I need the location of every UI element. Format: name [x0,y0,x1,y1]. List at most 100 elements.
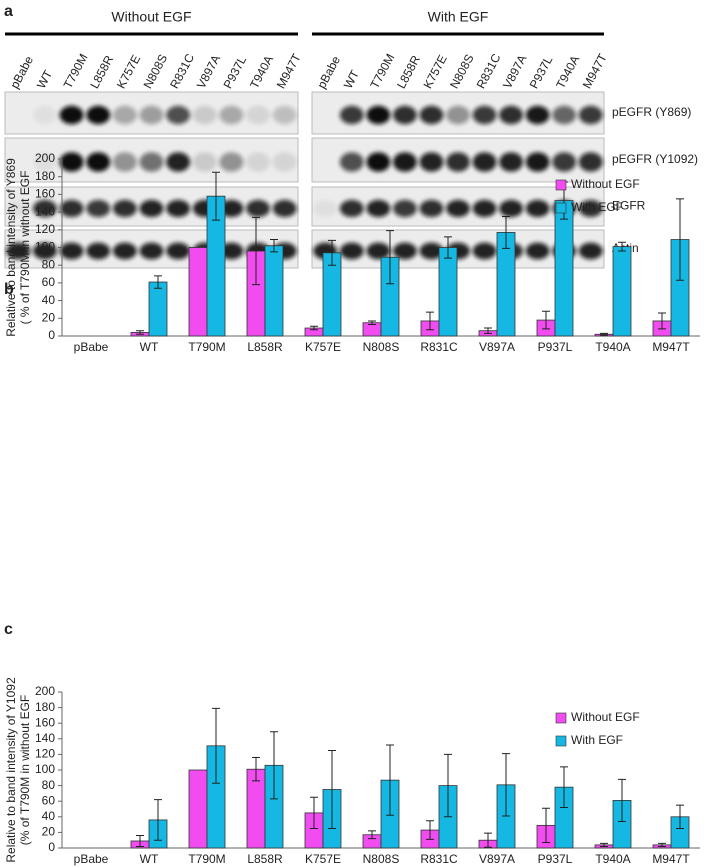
error-bar [212,707,220,784]
band [6,242,31,260]
x-tick-label: pBabe [74,852,109,866]
legend-label: With EGF [571,733,623,747]
band [272,152,297,172]
band [59,152,84,172]
lane-label: N808S [447,52,477,91]
lane-label: V897A [500,53,529,91]
band [86,152,111,172]
error-bar [658,842,666,847]
error-bar [328,239,336,266]
band [392,242,417,260]
y-tick-label: 80 [42,257,56,271]
band [419,105,444,125]
band [86,105,111,125]
lane-label: V897A [194,53,223,91]
band [166,199,191,218]
band [112,242,137,260]
legend-label: With EGF [571,200,623,214]
x-tick-label: R831C [420,852,458,866]
band [446,105,470,125]
error-bar [252,757,260,782]
band [112,199,137,218]
legend-label: Without EGF [571,177,640,191]
band [339,242,364,260]
band [525,199,550,218]
legend-label: Without EGF [571,710,640,724]
error-bar [212,171,220,221]
band [472,152,497,172]
x-tick-label: WT [140,340,159,354]
y-tick-label: 120 [35,747,55,761]
band [499,152,524,172]
y-tick-label: 80 [42,778,56,792]
error-bar [252,216,260,286]
lane-label: T790M [61,51,91,91]
band [313,199,338,218]
y-tick-label: 20 [42,825,56,839]
y-axis-label: (% of T790M in without EGF [18,695,32,846]
y-tick-label: 100 [35,762,55,776]
y-tick-label: 140 [35,731,55,745]
error-bar [618,241,626,252]
band [446,199,470,218]
x-tick-label: T790M [188,340,225,354]
band [366,242,391,260]
x-tick-label: N808S [363,340,400,354]
bar [148,281,168,337]
band [32,152,57,172]
error-bar [136,835,144,847]
band [578,242,603,260]
x-tick-label: P937L [538,340,573,354]
band [192,152,217,172]
legend-swatch [555,179,567,191]
y-tick-label: 140 [35,204,55,218]
lane-label: K757E [421,53,450,91]
error-bar [502,753,510,817]
band [552,152,577,172]
band [499,199,524,218]
x-tick-label: L858R [247,340,283,354]
legend-swatch [555,202,567,214]
lane-label: N808S [141,52,171,91]
y-tick-label: 40 [42,293,56,307]
x-tick-label: L858R [247,852,283,866]
error-bar [600,842,608,847]
band [219,105,244,125]
error-bar [502,216,510,249]
x-tick-label: WT [140,852,159,866]
x-tick-label: pBabe [74,340,109,354]
row-label: pEGFR (Y869) [612,105,691,119]
x-tick-label: V897A [479,852,515,866]
x-tick-label: K757E [305,340,341,354]
band [578,105,603,125]
band [139,105,164,125]
row-label: pEGFR (Y1092) [612,152,698,166]
group-label: With EGF [428,9,489,25]
y-axis-label: ( % of T790M in without EGF [18,171,32,325]
band [419,242,444,260]
bar [188,247,208,337]
x-tick-label: N808S [363,852,400,866]
band [392,152,417,172]
band [339,152,364,172]
band [366,199,391,218]
band [166,105,191,125]
x-tick-label: T940A [595,852,630,866]
bar [554,200,574,337]
band [272,105,297,125]
y-tick-label: 20 [42,310,56,324]
band [339,105,364,125]
error-bar [368,830,376,840]
band [59,199,84,218]
y-tick-label: 100 [35,240,55,254]
band [366,152,391,172]
band [525,105,550,125]
bar [188,769,208,849]
y-tick-label: 60 [42,275,56,289]
band [86,242,111,260]
band [112,105,137,125]
x-tick-label: V897A [479,340,515,354]
band [472,242,497,260]
row-label: EGFR [612,199,646,213]
